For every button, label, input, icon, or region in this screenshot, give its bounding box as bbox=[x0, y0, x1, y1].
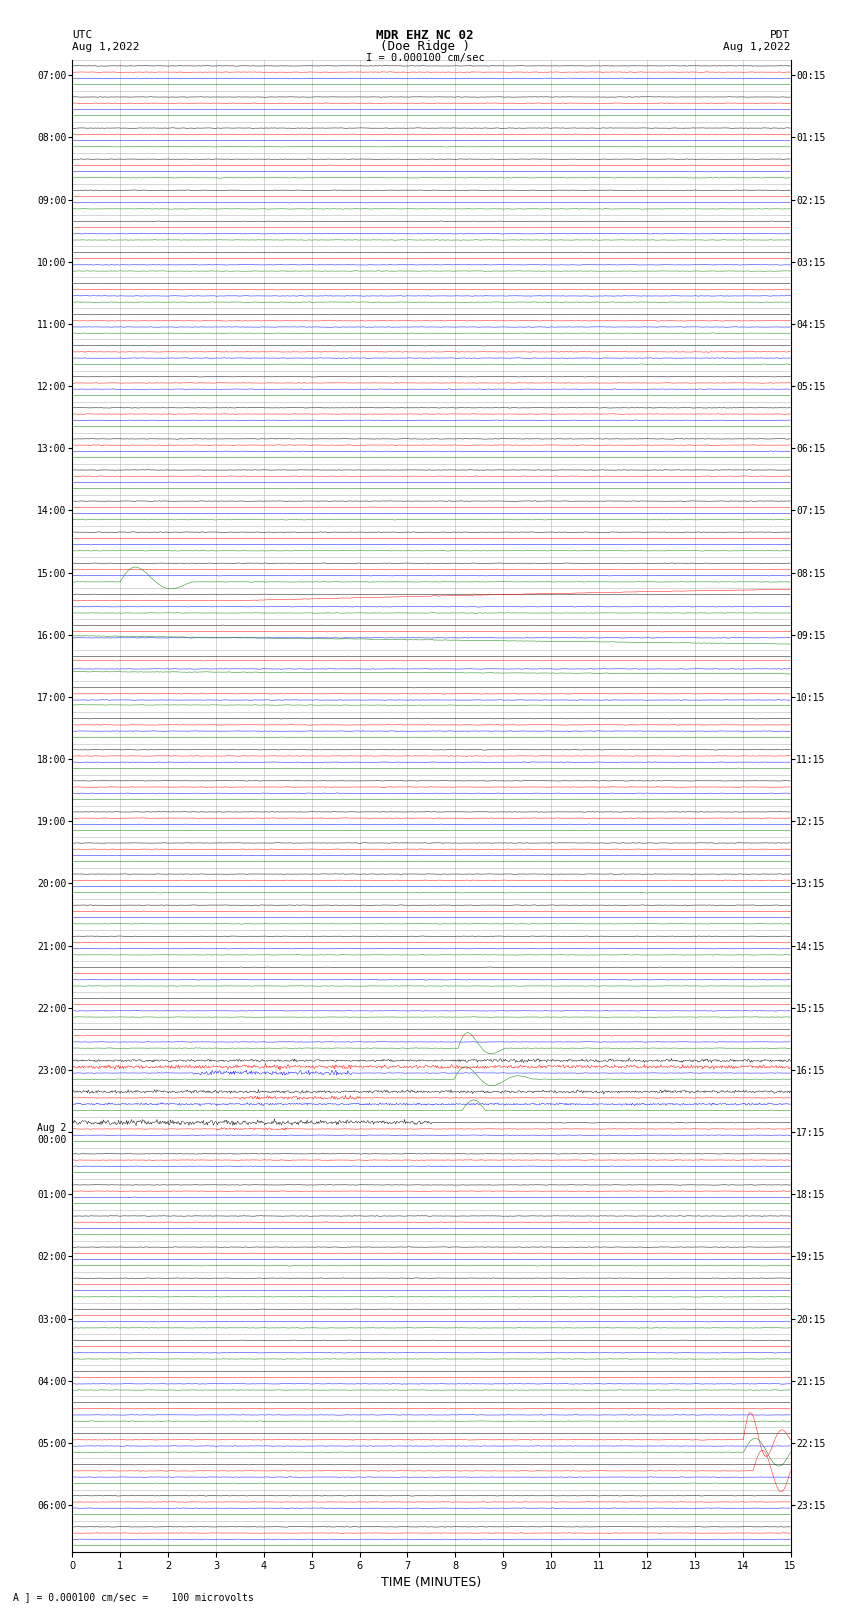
Text: I = 0.000100 cm/sec: I = 0.000100 cm/sec bbox=[366, 53, 484, 63]
Text: MDR EHZ NC 02: MDR EHZ NC 02 bbox=[377, 29, 473, 42]
Text: Aug 1,2022: Aug 1,2022 bbox=[72, 42, 139, 52]
X-axis label: TIME (MINUTES): TIME (MINUTES) bbox=[382, 1576, 481, 1589]
Text: PDT: PDT bbox=[770, 31, 790, 40]
Text: UTC: UTC bbox=[72, 31, 93, 40]
Text: Aug 1,2022: Aug 1,2022 bbox=[723, 42, 791, 52]
Text: A ] = 0.000100 cm/sec =    100 microvolts: A ] = 0.000100 cm/sec = 100 microvolts bbox=[13, 1592, 253, 1602]
Text: (Doe Ridge ): (Doe Ridge ) bbox=[380, 40, 470, 53]
